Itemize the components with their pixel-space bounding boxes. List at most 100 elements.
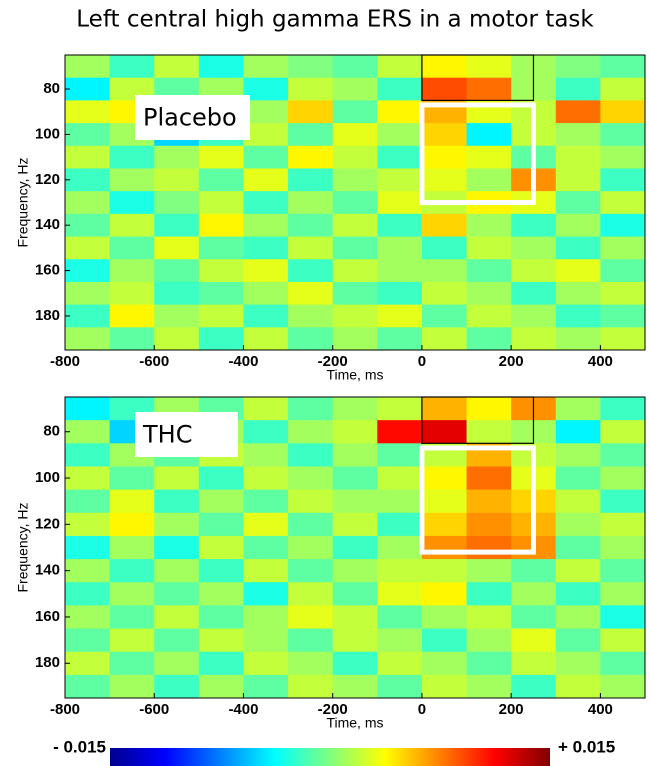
colorbar <box>110 748 550 766</box>
heatmap-cell <box>332 327 378 351</box>
heatmap-cell <box>288 77 334 101</box>
heatmap-cell <box>198 55 244 79</box>
heatmap-cell <box>466 466 512 491</box>
heatmap-cell <box>109 651 155 676</box>
x-tick-label: -800 <box>50 701 80 718</box>
heatmap-cell <box>198 651 244 676</box>
heatmap-cell <box>332 213 378 238</box>
heatmap-cell <box>511 327 557 351</box>
heatmap-cell <box>154 559 200 583</box>
heatmap-cell <box>109 628 155 653</box>
heatmap-cell <box>109 535 155 560</box>
heatmap-cell <box>377 100 423 124</box>
heatmap-cell <box>555 191 601 215</box>
y-tick-label: 180 <box>35 654 60 671</box>
heatmap-cell <box>555 489 601 514</box>
heatmap-cell <box>600 55 646 79</box>
heatmap-cell <box>288 489 334 514</box>
heatmap-cell <box>288 123 334 147</box>
y-tick-label: 140 <box>35 562 60 579</box>
heatmap-cell <box>600 145 646 169</box>
heatmap-cell <box>288 605 334 630</box>
heatmap-cell <box>332 191 378 215</box>
heatmap-cell <box>421 168 468 192</box>
heatmap-cell <box>65 123 111 147</box>
heatmap-cell <box>511 628 557 653</box>
heatmap-cell <box>109 259 155 283</box>
heatmap-cell <box>377 559 423 583</box>
heatmap-cell <box>511 259 557 283</box>
heatmap-cell <box>243 77 289 101</box>
heatmap-cell <box>466 55 512 79</box>
heatmap-cell <box>600 100 646 124</box>
heatmap-cell <box>377 327 423 351</box>
heatmap-cell <box>377 304 423 328</box>
heatmap-cell <box>332 674 378 699</box>
heatmap-cell <box>332 535 378 560</box>
heatmap-cell <box>109 191 155 215</box>
heatmap-cell <box>154 168 200 192</box>
heatmap-cell <box>600 674 646 699</box>
heatmap-cell <box>332 651 378 676</box>
heatmap-cell <box>65 168 111 192</box>
heatmap-cell <box>377 535 423 560</box>
heatmap-cell <box>243 304 289 328</box>
heatmap-cell <box>65 443 111 467</box>
heatmap-cell <box>332 304 378 328</box>
heatmap-cell <box>288 259 334 283</box>
heatmap-cell <box>421 304 468 328</box>
y-axis-label: Frequency, Hz <box>15 158 31 248</box>
heatmap-cell <box>109 674 155 699</box>
heatmap-cell <box>377 512 423 537</box>
heatmap-cell <box>288 582 334 606</box>
heatmap-cell <box>511 236 557 260</box>
heatmap-cell <box>511 304 557 328</box>
heatmap-cell <box>600 512 646 537</box>
heatmap-cell <box>154 55 200 79</box>
heatmap-cell <box>555 236 601 260</box>
heatmap-cell <box>65 674 111 699</box>
heatmap-cell <box>243 397 289 421</box>
heatmap-cell <box>421 582 468 606</box>
heatmap-cell <box>198 489 244 514</box>
heatmap-cell <box>65 535 111 560</box>
heatmap-cell <box>154 582 200 606</box>
heatmap-cell <box>600 535 646 560</box>
heatmap-cell <box>600 466 646 491</box>
heatmap-cell <box>555 628 601 653</box>
heatmap-cell <box>198 674 244 699</box>
heatmap-cell <box>332 259 378 283</box>
x-tick-label: 400 <box>588 353 613 370</box>
heatmap-cell <box>198 605 244 630</box>
heatmap-cell <box>288 443 334 467</box>
heatmap-cell <box>377 55 423 79</box>
plot-frame <box>64 396 646 699</box>
window-box <box>419 102 536 205</box>
heatmap-cell <box>243 281 289 306</box>
y-tick-label: 180 <box>35 307 60 324</box>
heatmap-cell <box>65 420 111 444</box>
heatmap-cell <box>377 123 423 147</box>
heatmap-cell <box>377 443 423 467</box>
heatmap-cell <box>243 420 289 444</box>
heatmap-cell <box>109 236 155 260</box>
heatmap-cell <box>198 145 244 169</box>
heatmap-cell <box>600 259 646 283</box>
heatmap-cell <box>65 628 111 653</box>
heatmap-cell <box>377 145 423 169</box>
heatmap-cell <box>288 420 334 444</box>
heatmap-cell <box>65 582 111 606</box>
x-tick-label: -200 <box>318 353 348 370</box>
heatmap-cell <box>154 628 200 653</box>
heatmap-cell <box>600 397 646 421</box>
heatmap-cell <box>332 397 378 421</box>
heatmap-cell <box>555 327 601 351</box>
heatmap-cell <box>243 100 289 124</box>
heatmap-cell <box>65 191 111 215</box>
heatmap-cell <box>555 512 601 537</box>
heatmap-cell <box>243 259 289 283</box>
window-box <box>421 54 535 101</box>
heatmap-cell <box>377 281 423 306</box>
heatmap-cell <box>243 489 289 514</box>
